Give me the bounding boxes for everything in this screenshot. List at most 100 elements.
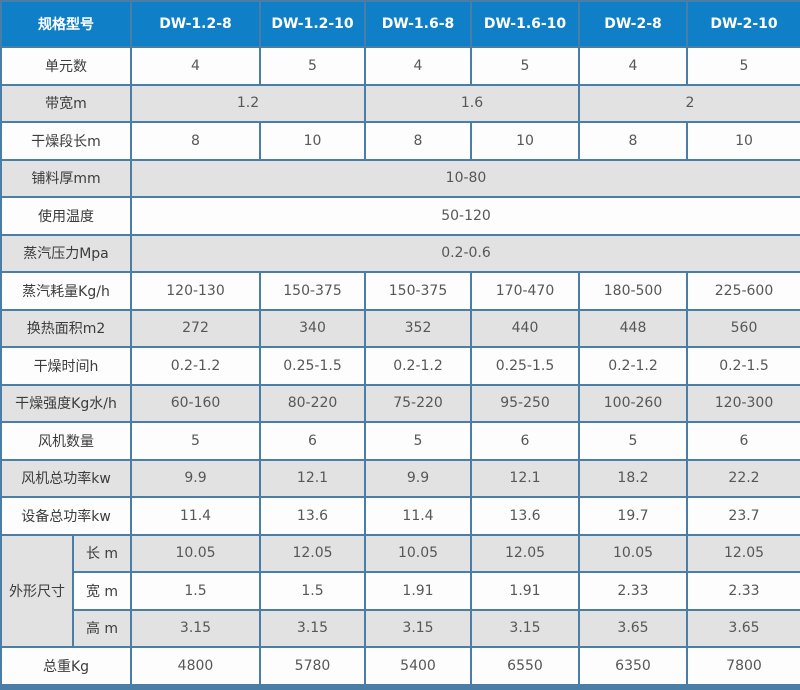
value-cell: 5780 <box>259 646 366 688</box>
value-cell: 3.15 <box>130 608 261 649</box>
value-cell: 440 <box>470 308 580 349</box>
value-cell: 272 <box>130 308 261 349</box>
table-row-drying-intensity: 干燥强度Kg水/h 60-160 80-220 75-220 95-250 10… <box>0 383 800 424</box>
value-cell: 150-375 <box>364 271 472 311</box>
value-cell: 6 <box>470 421 580 461</box>
value-cell: 8 <box>130 121 261 161</box>
value-cell: 0.2-1.2 <box>130 346 261 386</box>
value-cell: 95-250 <box>470 383 580 424</box>
value-cell: 12.05 <box>470 533 580 574</box>
table-row-fan-total-power: 风机总功率kw 9.9 12.1 9.9 12.1 18.2 22.2 <box>0 458 800 499</box>
row-label: 蒸汽压力Mpa <box>0 233 132 274</box>
value-cell: 100-260 <box>578 383 688 424</box>
header-model: DW-2-10 <box>686 0 800 48</box>
value-cell: 4 <box>130 46 261 86</box>
table-row-drying-time: 干燥时间h 0.2-1.2 0.25-1.5 0.2-1.2 0.25-1.5 … <box>0 346 800 386</box>
value-cell: 13.6 <box>470 496 580 536</box>
row-sublabel: 长 m <box>72 533 132 574</box>
row-label: 干燥时间h <box>0 346 132 386</box>
table-row-belt-width: 带宽m 1.2 1.6 2 <box>0 83 800 124</box>
value-cell: 12.1 <box>470 458 580 499</box>
value-cell: 448 <box>578 308 688 349</box>
value-cell: 3.15 <box>259 608 366 649</box>
value-cell: 560 <box>686 308 800 349</box>
value-cell: 10-80 <box>130 158 800 199</box>
value-cell: 6350 <box>578 646 688 688</box>
value-cell: 9.9 <box>130 458 261 499</box>
value-cell: 2 <box>578 83 800 124</box>
value-cell: 50-120 <box>130 196 800 236</box>
value-cell: 3.65 <box>686 608 800 649</box>
row-label: 干燥强度Kg水/h <box>0 383 132 424</box>
value-cell: 6 <box>259 421 366 461</box>
value-cell: 1.2 <box>130 83 366 124</box>
value-cell: 3.65 <box>578 608 688 649</box>
value-cell: 5 <box>686 46 800 86</box>
header-model: DW-1.2-8 <box>130 0 261 48</box>
row-label: 带宽m <box>0 83 132 124</box>
value-cell: 10.05 <box>130 533 261 574</box>
value-cell: 6550 <box>470 646 580 688</box>
value-cell: 12.05 <box>686 533 800 574</box>
value-cell: 170-470 <box>470 271 580 311</box>
header-model: DW-1.6-8 <box>364 0 472 48</box>
value-cell: 22.2 <box>686 458 800 499</box>
table-row-steam-pressure: 蒸汽压力Mpa 0.2-0.6 <box>0 233 800 274</box>
row-label: 干燥段长m <box>0 121 132 161</box>
value-cell: 5400 <box>364 646 472 688</box>
value-cell: 19.7 <box>578 496 688 536</box>
row-label: 使用温度 <box>0 196 132 236</box>
value-cell: 12.05 <box>259 533 366 574</box>
row-label: 铺料厚mm <box>0 158 132 199</box>
header-row: 规格型号 DW-1.2-8 DW-1.2-10 DW-1.6-8 DW-1.6-… <box>0 0 800 48</box>
row-label: 换热面积m2 <box>0 308 132 349</box>
value-cell: 1.5 <box>259 571 366 611</box>
value-cell: 180-500 <box>578 271 688 311</box>
value-cell: 5 <box>364 421 472 461</box>
row-label: 蒸汽耗量Kg/h <box>0 271 132 311</box>
table-row-material-thickness: 铺料厚mm 10-80 <box>0 158 800 199</box>
value-cell: 3.15 <box>470 608 580 649</box>
value-cell: 10.05 <box>364 533 472 574</box>
value-cell: 4 <box>578 46 688 86</box>
table-row-drying-length: 干燥段长m 8 10 8 10 8 10 <box>0 121 800 161</box>
value-cell: 5 <box>259 46 366 86</box>
value-cell: 1.5 <box>130 571 261 611</box>
value-cell: 8 <box>364 121 472 161</box>
value-cell: 80-220 <box>259 383 366 424</box>
value-cell: 11.4 <box>364 496 472 536</box>
value-cell: 10.05 <box>578 533 688 574</box>
row-label: 风机总功率kw <box>0 458 132 499</box>
value-cell: 352 <box>364 308 472 349</box>
value-cell: 7800 <box>686 646 800 688</box>
value-cell: 18.2 <box>578 458 688 499</box>
header-model: DW-1.6-10 <box>470 0 580 48</box>
value-cell: 3.15 <box>364 608 472 649</box>
table-row-total-weight: 总重Kg 4800 5780 5400 6550 6350 7800 <box>0 646 800 688</box>
value-cell: 60-160 <box>130 383 261 424</box>
value-cell: 75-220 <box>364 383 472 424</box>
value-cell: 340 <box>259 308 366 349</box>
value-cell: 6 <box>686 421 800 461</box>
value-cell: 1.91 <box>470 571 580 611</box>
value-cell: 0.25-1.5 <box>259 346 366 386</box>
value-cell: 9.9 <box>364 458 472 499</box>
value-cell: 150-375 <box>259 271 366 311</box>
value-cell: 120-300 <box>686 383 800 424</box>
row-sublabel: 高 m <box>72 608 132 649</box>
row-sublabel: 宽 m <box>72 571 132 611</box>
table-row-dimension-length: 外形尺寸 长 m 10.05 12.05 10.05 12.05 10.05 1… <box>0 533 800 649</box>
value-cell: 23.7 <box>686 496 800 536</box>
table-row-operating-temperature: 使用温度 50-120 <box>0 196 800 236</box>
value-cell: 0.2-0.6 <box>130 233 800 274</box>
value-cell: 10 <box>470 121 580 161</box>
value-cell: 0.2-1.2 <box>578 346 688 386</box>
table-row-dimension-height: 高 m 3.15 3.15 3.15 3.15 3.65 3.65 <box>1 608 800 649</box>
value-cell: 10 <box>686 121 800 161</box>
value-cell: 2.33 <box>578 571 688 611</box>
table-row-units: 单元数 4 5 4 5 4 5 <box>0 46 800 86</box>
value-cell: 120-130 <box>130 271 261 311</box>
value-cell: 12.1 <box>259 458 366 499</box>
value-cell: 4800 <box>130 646 261 688</box>
